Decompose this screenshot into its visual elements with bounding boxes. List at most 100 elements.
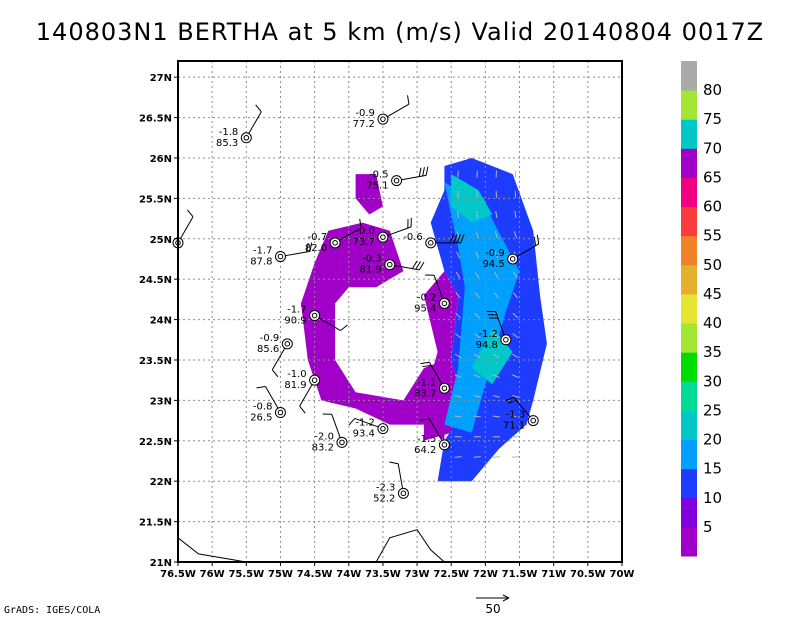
coastline bbox=[177, 529, 445, 563]
credit-label: GrADS: IGES/COLA bbox=[4, 605, 100, 616]
x-tick-label: 75W bbox=[268, 569, 293, 580]
colorbar-label: 55 bbox=[703, 227, 722, 245]
wind-vector bbox=[492, 415, 500, 418]
wind-barb-staff bbox=[495, 311, 505, 336]
observation-ring bbox=[507, 253, 519, 265]
y-axis: 21N 21.5N 22N 22.5N 23N 23.5N 24N 24.5N 25N 25.5N… bbox=[139, 73, 178, 569]
wind-vector bbox=[474, 271, 480, 279]
wind-barb-flag bbox=[255, 104, 262, 113]
plot-frame bbox=[177, 60, 623, 563]
observation-center bbox=[380, 116, 386, 122]
wind-vector bbox=[474, 312, 481, 319]
wind-vector bbox=[474, 292, 480, 299]
region-west-band bbox=[301, 222, 445, 441]
wind-barb-flag bbox=[186, 209, 194, 218]
observation-label-top: -1.2 bbox=[478, 329, 498, 340]
wind-barb-flag bbox=[418, 167, 422, 177]
wind-barb-staff bbox=[428, 362, 443, 385]
observation-label-top: -1.2 bbox=[355, 418, 375, 429]
colorbar-label: 30 bbox=[703, 372, 722, 390]
colorbar-label: 80 bbox=[703, 81, 722, 99]
wind-vector bbox=[513, 271, 518, 279]
x-axis: 76.5W 76W 75.5W 75W 74.5W 74W 73.5W 73W 72.5W 72W… bbox=[160, 562, 634, 580]
observation-center bbox=[503, 336, 509, 343]
observation-label-top: -1.0 bbox=[287, 369, 307, 380]
observation-label-top: -0.9 bbox=[260, 333, 280, 344]
colorbar-label: 65 bbox=[703, 168, 722, 186]
wind-barb-staff bbox=[433, 275, 444, 299]
wind-barb-staff bbox=[271, 347, 286, 371]
observation-label-top: -0.2 bbox=[417, 292, 437, 303]
wind-vector bbox=[473, 374, 481, 378]
wind-vector bbox=[454, 456, 462, 458]
wind-vector bbox=[454, 415, 462, 418]
observation-ring bbox=[281, 338, 293, 350]
observation-label-top: -2.3 bbox=[376, 482, 396, 493]
wind-barb-staff bbox=[513, 397, 531, 418]
colorbar-segment bbox=[681, 119, 697, 149]
chart-title: 140803N1 BERTHA at 5 km (m/s) Valid 2014… bbox=[36, 18, 764, 46]
wind-barb-flag bbox=[460, 234, 465, 243]
wind-vector bbox=[473, 353, 481, 359]
observation-ring bbox=[274, 251, 286, 263]
x-tick-label: 75.5W bbox=[228, 569, 264, 580]
colorbar-label: 10 bbox=[703, 489, 722, 507]
colorbar-segment bbox=[681, 439, 697, 470]
wind-barb-staff bbox=[299, 384, 313, 407]
observation-label-bottom: 93.4 bbox=[353, 429, 375, 440]
observation-label-bottom: 71.1 bbox=[503, 421, 525, 432]
observation-ring bbox=[240, 132, 252, 144]
observation-ring bbox=[500, 334, 512, 346]
observation-label-bottom: 90.9 bbox=[284, 316, 306, 327]
wind-vector bbox=[494, 251, 499, 259]
observation-label-top: -1.8 bbox=[219, 127, 239, 138]
observation-ring bbox=[438, 382, 450, 394]
wind-vector bbox=[493, 353, 500, 359]
colorbar-segment bbox=[681, 526, 697, 557]
observation-center bbox=[380, 234, 386, 240]
observation-label-top: -1.5 bbox=[417, 434, 437, 445]
wind-barb-staff bbox=[387, 103, 410, 118]
wind-barb-flag bbox=[407, 95, 410, 105]
wind-barb-flag bbox=[340, 324, 348, 331]
wind-barb-flag bbox=[415, 261, 421, 270]
x-tick-label: 76.5W bbox=[160, 569, 196, 580]
wind-barb-staff bbox=[401, 174, 427, 181]
observation-label-bottom: 81.9 bbox=[284, 380, 306, 391]
wind-barb-staff bbox=[516, 243, 539, 257]
observation-ring bbox=[384, 259, 396, 271]
wind-barb-flag bbox=[422, 167, 425, 177]
colorbar-label: 60 bbox=[703, 198, 722, 216]
observation-label-bottom: 94.5 bbox=[482, 259, 504, 270]
observation-label-top: -1.7 bbox=[253, 246, 273, 257]
observation: -1.293.4 bbox=[348, 417, 389, 440]
observation-label-bottom: 75.1 bbox=[366, 181, 388, 192]
wind-vector bbox=[473, 415, 481, 418]
observation-label-top: -0.8 bbox=[253, 402, 273, 413]
observation-label-bottom: 26.5 bbox=[250, 413, 272, 424]
region-north-patch bbox=[355, 174, 383, 215]
observation-ring bbox=[309, 310, 321, 322]
colorbar-segment bbox=[681, 410, 697, 441]
observation: -0.6 bbox=[403, 232, 465, 249]
observation-center bbox=[311, 377, 318, 383]
observation-label-bottom: 64.2 bbox=[414, 445, 436, 456]
wind-vector bbox=[454, 394, 462, 398]
x-tick-label: 71W bbox=[541, 569, 566, 580]
observation-center bbox=[509, 256, 516, 262]
observation-label-bottom: 85.3 bbox=[216, 138, 238, 149]
y-tick-label: 26N bbox=[150, 154, 172, 165]
wind-barb-flag bbox=[348, 418, 356, 426]
wind-barb-staff bbox=[354, 417, 379, 428]
observation-center bbox=[277, 409, 284, 416]
observation-ring bbox=[391, 175, 403, 187]
colorbar-segment bbox=[681, 468, 697, 499]
y-tick-label: 21N bbox=[150, 558, 172, 569]
observation-ring bbox=[425, 237, 437, 249]
colorbar-label: 45 bbox=[703, 285, 722, 303]
wind-barb-flag bbox=[422, 364, 432, 368]
observation-center bbox=[332, 240, 338, 246]
colorbar-label: 50 bbox=[703, 256, 722, 274]
wind-vector bbox=[492, 456, 500, 458]
observation: -1.371.1 bbox=[503, 397, 539, 432]
